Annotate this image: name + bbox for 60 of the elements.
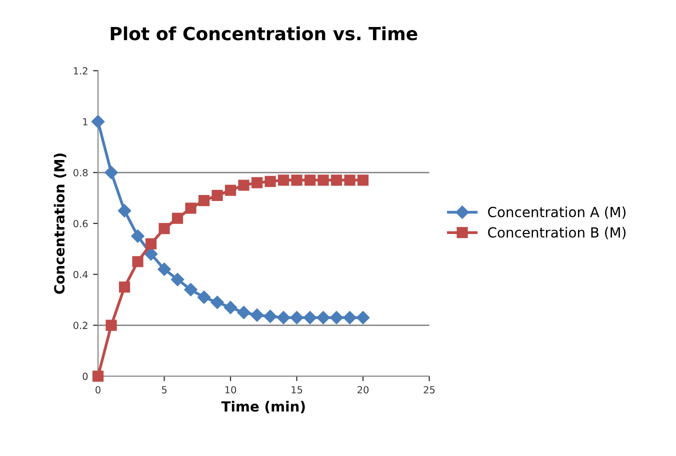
point (304, 174, 316, 186)
point (356, 311, 370, 324)
x-tick-label: 10 (225, 386, 236, 394)
point (224, 300, 238, 314)
point (118, 282, 130, 293)
point (291, 174, 302, 186)
point (264, 176, 276, 187)
point (131, 230, 144, 243)
chart-title: Plot of Concentration vs. Time (110, 26, 418, 40)
x-tick-label: 5 (162, 386, 167, 394)
point (118, 204, 132, 218)
point (330, 174, 342, 186)
point (330, 311, 344, 324)
point (318, 174, 329, 186)
point (158, 262, 171, 276)
point (185, 202, 196, 214)
point (343, 311, 356, 324)
point (210, 296, 224, 309)
legend-label: Concentration B (M) (488, 226, 626, 240)
point (250, 308, 264, 322)
point (238, 180, 250, 191)
y-tick-label: 0.8 (73, 169, 88, 176)
point (144, 247, 158, 261)
x-axis-title: Time (min) (221, 400, 305, 414)
point (251, 177, 263, 188)
point (264, 310, 277, 323)
x-tick-label: 25 (424, 386, 435, 394)
y-tick-label: 0.4 (73, 270, 88, 278)
point (316, 311, 330, 324)
point (276, 311, 290, 324)
y-tick-label: 1.2 (74, 67, 88, 74)
point (104, 166, 118, 180)
point (91, 115, 105, 128)
point (184, 283, 198, 296)
legend-label: Concentration A (M) (488, 206, 626, 219)
y-tick-label: 1 (83, 118, 88, 126)
point (278, 174, 290, 186)
point (198, 194, 210, 206)
point (290, 311, 304, 324)
y-tick-label: 0 (82, 372, 88, 380)
point (132, 256, 144, 268)
point (357, 174, 369, 186)
point (224, 184, 236, 196)
point (145, 238, 157, 250)
x-tick-label: 20 (358, 386, 369, 394)
point (92, 370, 104, 382)
point (197, 290, 211, 304)
y-tick-label: 0.2 (73, 322, 88, 330)
x-tick-label: 0 (96, 386, 100, 394)
point (212, 190, 223, 201)
point (344, 174, 356, 186)
point (172, 212, 184, 224)
x-tick-label: 15 (292, 386, 302, 394)
point (303, 311, 317, 324)
y-tick-label: 0.6 (73, 220, 88, 228)
point (170, 272, 184, 286)
point (237, 306, 250, 320)
point (158, 222, 170, 234)
point (106, 320, 117, 331)
y-axis-title: Concentration (M) (54, 154, 66, 294)
